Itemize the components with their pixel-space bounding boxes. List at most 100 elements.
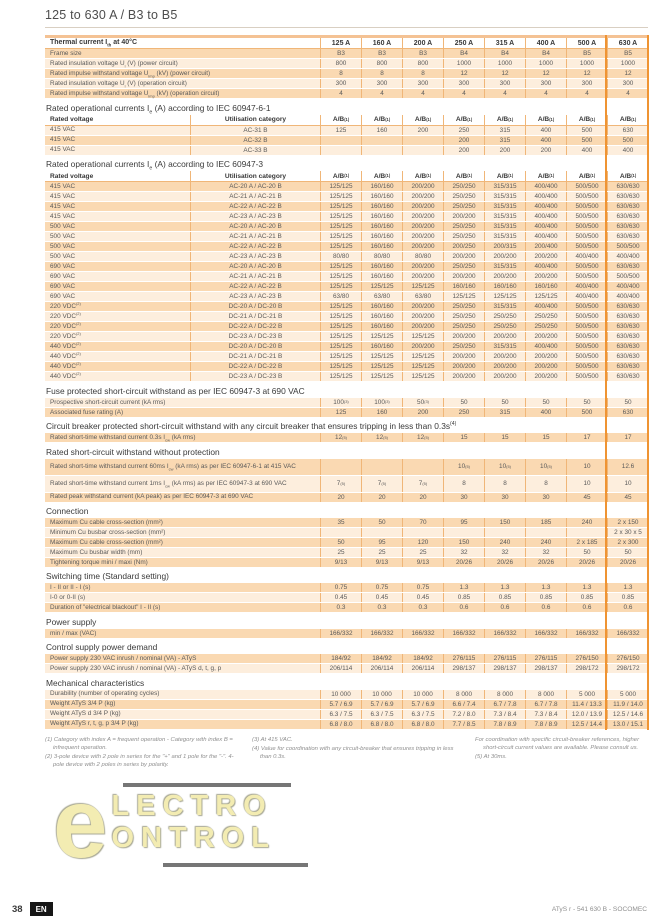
document-reference: ATyS r - 541 630 B - SOCOMEC — [551, 906, 647, 913]
watermark-top-bar — [123, 782, 291, 787]
spec-value: 5 000 — [607, 689, 648, 699]
spec-value: 0.75 — [402, 583, 443, 593]
spec-value: 7 (5) — [402, 475, 443, 492]
spec-value: 0.6 — [443, 603, 484, 613]
spec-value: 500 — [566, 135, 607, 145]
spec-value: 8 000 — [484, 689, 525, 699]
spec-value: 4 — [402, 89, 443, 98]
spec-value: 4 — [484, 89, 525, 98]
language-badge: EN — [29, 902, 53, 916]
spec-value: 63/80 — [361, 292, 402, 302]
spec-value: 276/115 — [484, 654, 525, 664]
spec-value: 125 — [320, 407, 361, 417]
spec-value: 125/125 — [361, 352, 402, 362]
spec-value: 315 — [484, 135, 525, 145]
subheader-ab: A/B (1) — [525, 171, 566, 182]
spec-label: Rated short-time withstand current 1ms I… — [50, 479, 287, 489]
spec-value: 6.8 / 8.0 — [402, 719, 443, 729]
spec-value: 400/400 — [566, 252, 607, 262]
spec-value: 6.7 / 7.8 — [525, 699, 566, 709]
spec-label: Duration of "electrical blackout" I - II… — [50, 604, 161, 612]
spec-voltage: 220 VDC(2) — [50, 311, 81, 321]
spec-value: 160/160 — [361, 182, 402, 192]
spec-value: 500/500 — [566, 182, 607, 192]
spec-value: 184/92 — [361, 654, 402, 664]
spec-value: 4 — [361, 89, 402, 98]
spec-value: 63/80 — [402, 292, 443, 302]
table-row: 415 VAC AC-22 A / AC-22 B 125/125 160/160 20… — [45, 202, 648, 213]
spec-value: 200/200 — [402, 192, 443, 202]
table-row: Power supply 230 VAC inrush / nominal (V… — [45, 664, 648, 675]
spec-value: 630/630 — [607, 202, 648, 212]
spec-value: 250/250 — [443, 322, 484, 332]
spec-value: B3 — [320, 49, 361, 58]
table-row: Rated peak withstand current (kA peak) a… — [45, 492, 648, 503]
spec-value: 200/200 — [525, 332, 566, 342]
spec-value: 6.8 / 8.0 — [320, 719, 361, 729]
spec-value: 5 000 — [566, 689, 607, 699]
spec-value: 125/125 — [320, 362, 361, 372]
spec-category: AC-32 B — [190, 135, 320, 145]
spec-value: 50 — [607, 547, 648, 557]
spec-value: 9/13 — [402, 557, 443, 567]
spec-value: 166/332 — [525, 628, 566, 638]
spec-value: 500/500 — [566, 272, 607, 282]
spec-value: 8 — [361, 69, 402, 78]
spec-value: B4 — [443, 49, 484, 58]
spec-voltage: 415 VAC — [50, 193, 76, 201]
subheader-ab: A/B (1) — [484, 171, 525, 182]
spec-value: 125/125 — [320, 262, 361, 272]
spec-voltage: 440 VDC(2) — [50, 371, 81, 381]
spec-value: 315/315 — [484, 192, 525, 202]
spec-value: 125/125 — [320, 282, 361, 292]
spec-value: 200/400 — [525, 242, 566, 252]
spec-value: 25 — [320, 547, 361, 557]
spec-value: 125/125 — [320, 302, 361, 312]
table-row: 220 VDC(2) DC-21 A / DC-21 B 125/125 160/16… — [45, 311, 648, 323]
spec-value: 125/125 — [361, 332, 402, 342]
spec-category: AC-33 B — [190, 145, 320, 155]
spec-value: B3 — [402, 49, 443, 58]
spec-value — [320, 135, 361, 145]
spec-value: 160/160 — [361, 212, 402, 222]
spec-voltage: 690 VAC — [50, 293, 76, 301]
spec-value: 630/630 — [607, 212, 648, 222]
table-row: Rated insulation voltage Ui (V) (operati… — [45, 79, 648, 89]
spec-value: 1000 — [443, 59, 484, 68]
spec-value: 160/160 — [484, 282, 525, 292]
spec-value: 160/160 — [443, 282, 484, 292]
spec-value: 630/630 — [607, 302, 648, 312]
spec-value: 20/26 — [607, 557, 648, 567]
spec-value: 12.0 / 13.9 — [566, 709, 607, 719]
spec-value: 400/400 — [525, 232, 566, 242]
spec-value: 45 — [566, 492, 607, 502]
spec-value: 12.5 / 14.6 — [607, 709, 648, 719]
spec-value: 8 — [320, 69, 361, 78]
subheader-ab: A/B (1) — [607, 114, 648, 125]
table-row: 440 VDC(2) DC-23 A / DC-23 B 125/125 125/12… — [45, 371, 648, 383]
spec-value: 1.3 — [484, 583, 525, 593]
spec-value: 125/125 — [402, 372, 443, 382]
spec-voltage: 690 VAC — [50, 283, 76, 291]
spec-label: Rated short-time withstand current 60ms … — [50, 462, 296, 472]
spec-category: DC-22 A / DC-22 B — [190, 362, 320, 372]
column-header: 500 A — [566, 38, 607, 48]
spec-value: 400/400 — [607, 292, 648, 302]
table-row: 415 VAC AC-23 A / AC-23 B 125/125 160/160 20… — [45, 212, 648, 223]
spec-value: 10 — [607, 475, 648, 492]
spec-value: 8 000 — [525, 689, 566, 699]
spec-label: I-0 or 0-II (s) — [50, 594, 86, 602]
subheader-category: Utilisation category — [190, 114, 320, 125]
spec-value: 500/500 — [566, 362, 607, 372]
spec-label: Rated insulation voltage Ui (V) (power c… — [50, 59, 178, 69]
spec-value: 300 — [484, 79, 525, 88]
table-row: 690 VAC AC-21 A / AC-21 B 125/125 160/160 20… — [45, 272, 648, 283]
table-row: 220 VDC(2) DC-22 A / DC-22 B 125/125 160/16… — [45, 322, 648, 333]
spec-value: 12 — [607, 69, 648, 78]
spec-value: 184/92 — [320, 654, 361, 664]
spec-value: 125/125 — [320, 212, 361, 222]
spec-value: 12.6 — [607, 458, 648, 475]
spec-value: 160/160 — [525, 282, 566, 292]
spec-label: Rated impulse withstand voltage Uimp (kV… — [50, 89, 220, 99]
table-row: 500 VAC AC-21 A / AC-21 B 125/125 160/160 20… — [45, 232, 648, 243]
